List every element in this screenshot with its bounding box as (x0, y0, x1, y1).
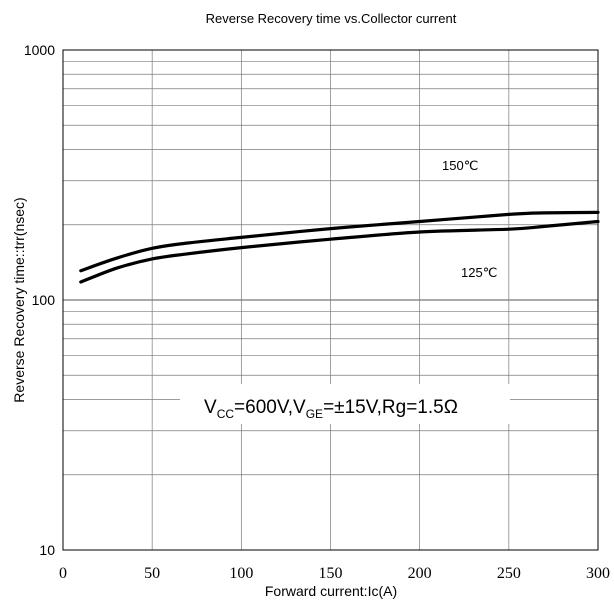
condition-annotation: VCC=600V,VGE=±15V,Rg=1.5Ω (204, 397, 458, 421)
y-tick-label: 100 (32, 292, 56, 308)
x-tick-label: 200 (408, 565, 432, 582)
cond-vcc-sub: CC (217, 407, 235, 421)
cond-vcc-v: V (204, 397, 217, 418)
y-tick-label: 1000 (24, 42, 55, 58)
y-tick-label: 10 (39, 542, 55, 558)
x-tick-label: 50 (144, 565, 160, 582)
y-axis-label: Reverse Recovery time::trr(nsec) (11, 197, 27, 402)
x-tick-label: 100 (229, 565, 253, 582)
cond-vge-rest: =±15V,Rg=1.5Ω (323, 397, 458, 418)
y-tick-labels: 10 100 1000 (24, 42, 55, 558)
series-group (79, 210, 600, 284)
cond-vge-sub: GE (306, 407, 323, 421)
x-axis-label: Forward current:Ic(A) (265, 583, 397, 599)
x-tick-labels: 0 50 100 150 200 250 300 (59, 565, 610, 582)
x-tick-label: 250 (497, 565, 521, 582)
grid (62, 49, 599, 551)
x-tick-label: 150 (319, 565, 343, 582)
chart-title: Reverse Recovery time vs.Collector curre… (206, 11, 457, 26)
series-line-0 (79, 210, 600, 273)
series-label-125: 125℃ (461, 265, 497, 280)
x-tick-label: 0 (59, 565, 67, 582)
series-line-1 (79, 219, 600, 284)
plot-frame (62, 49, 599, 551)
condition-box (180, 384, 510, 424)
series-label-150: 150℃ (442, 158, 478, 173)
cond-vcc-rest: =600V,V (234, 397, 306, 418)
x-tick-label: 300 (586, 565, 610, 582)
